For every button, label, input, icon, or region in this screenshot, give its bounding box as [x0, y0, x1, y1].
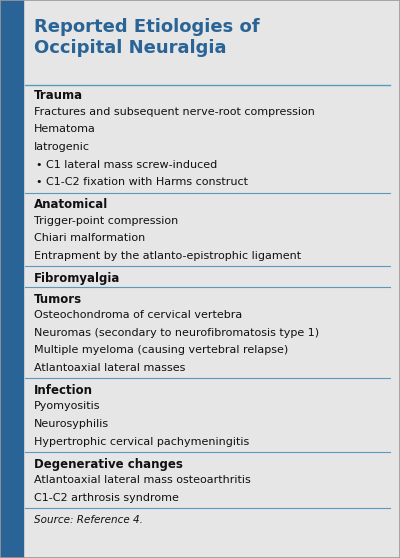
Text: Multiple myeloma (causing vertebral relapse): Multiple myeloma (causing vertebral rela… [34, 345, 288, 355]
Text: Neurosyphilis: Neurosyphilis [34, 419, 109, 429]
Text: Table 1: Table 1 [5, 153, 18, 204]
Text: Fractures and subsequent nerve-root compression: Fractures and subsequent nerve-root comp… [34, 107, 315, 117]
Text: Fibromyalgia: Fibromyalgia [34, 272, 120, 285]
Text: • C1 lateral mass screw-induced: • C1 lateral mass screw-induced [36, 160, 217, 170]
Text: Reported Etiologies of
Occipital Neuralgia: Reported Etiologies of Occipital Neuralg… [34, 18, 260, 57]
Text: Iatrogenic: Iatrogenic [34, 142, 90, 152]
Text: Atlantoaxial lateral mass osteoarthritis: Atlantoaxial lateral mass osteoarthritis [34, 475, 251, 485]
Text: Anatomical: Anatomical [34, 198, 108, 211]
Text: Infection: Infection [34, 384, 93, 397]
Text: Trauma: Trauma [34, 89, 83, 102]
Text: C1-C2 arthrosis syndrome: C1-C2 arthrosis syndrome [34, 493, 179, 503]
Text: Neuromas (secondary to neurofibromatosis type 1): Neuromas (secondary to neurofibromatosis… [34, 328, 319, 338]
Text: Pyomyositis: Pyomyositis [34, 401, 100, 411]
Text: Source: Reference 4.: Source: Reference 4. [34, 514, 143, 525]
Text: Chiari malformation: Chiari malformation [34, 233, 145, 243]
Text: • C1-C2 fixation with Harms construct: • C1-C2 fixation with Harms construct [36, 177, 248, 187]
Text: Hypertrophic cervical pachymeningitis: Hypertrophic cervical pachymeningitis [34, 436, 249, 446]
Text: Entrapment by the atlanto-epistrophic ligament: Entrapment by the atlanto-epistrophic li… [34, 251, 301, 261]
Text: Degenerative changes: Degenerative changes [34, 458, 183, 470]
Text: Trigger-point compression: Trigger-point compression [34, 215, 178, 225]
Text: Hematoma: Hematoma [34, 124, 96, 134]
Text: Atlantoaxial lateral masses: Atlantoaxial lateral masses [34, 363, 185, 373]
Text: Tumors: Tumors [34, 292, 82, 306]
Text: Osteochondroma of cervical vertebra: Osteochondroma of cervical vertebra [34, 310, 242, 320]
